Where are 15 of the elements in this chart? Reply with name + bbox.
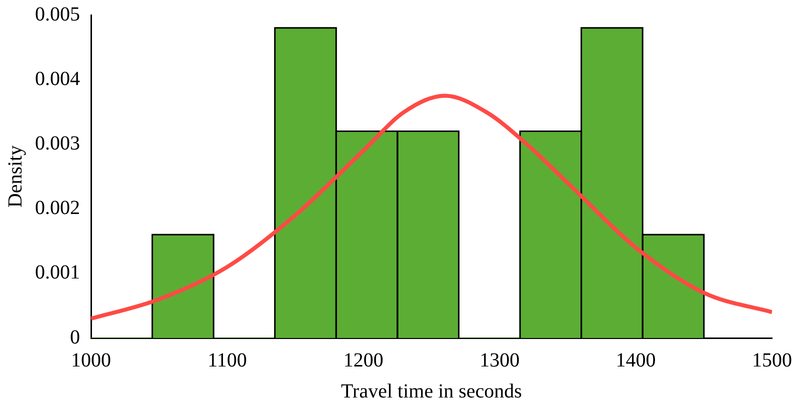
y-tick-label: 0 xyxy=(70,326,80,348)
y-tick-label: 0.003 xyxy=(35,132,80,154)
x-axis-title: Travel time in seconds xyxy=(341,380,522,402)
y-tick-label: 0.005 xyxy=(35,3,80,26)
y-tick-label: 0.004 xyxy=(35,68,80,90)
line-series xyxy=(91,94,772,321)
x-tick-label: 1200 xyxy=(343,349,384,372)
x-tick-label: 1100 xyxy=(208,349,247,372)
x-tick-label: 1400 xyxy=(616,349,656,372)
y-tick-label: 0.001 xyxy=(35,262,80,284)
x-tick-label: 1500 xyxy=(752,349,792,372)
y-tick-label: 0.002 xyxy=(35,197,80,220)
x-tick-label: 1000 xyxy=(71,349,111,372)
y-axis-title: Density xyxy=(4,145,26,208)
x-tick-label: 1300 xyxy=(480,349,520,372)
